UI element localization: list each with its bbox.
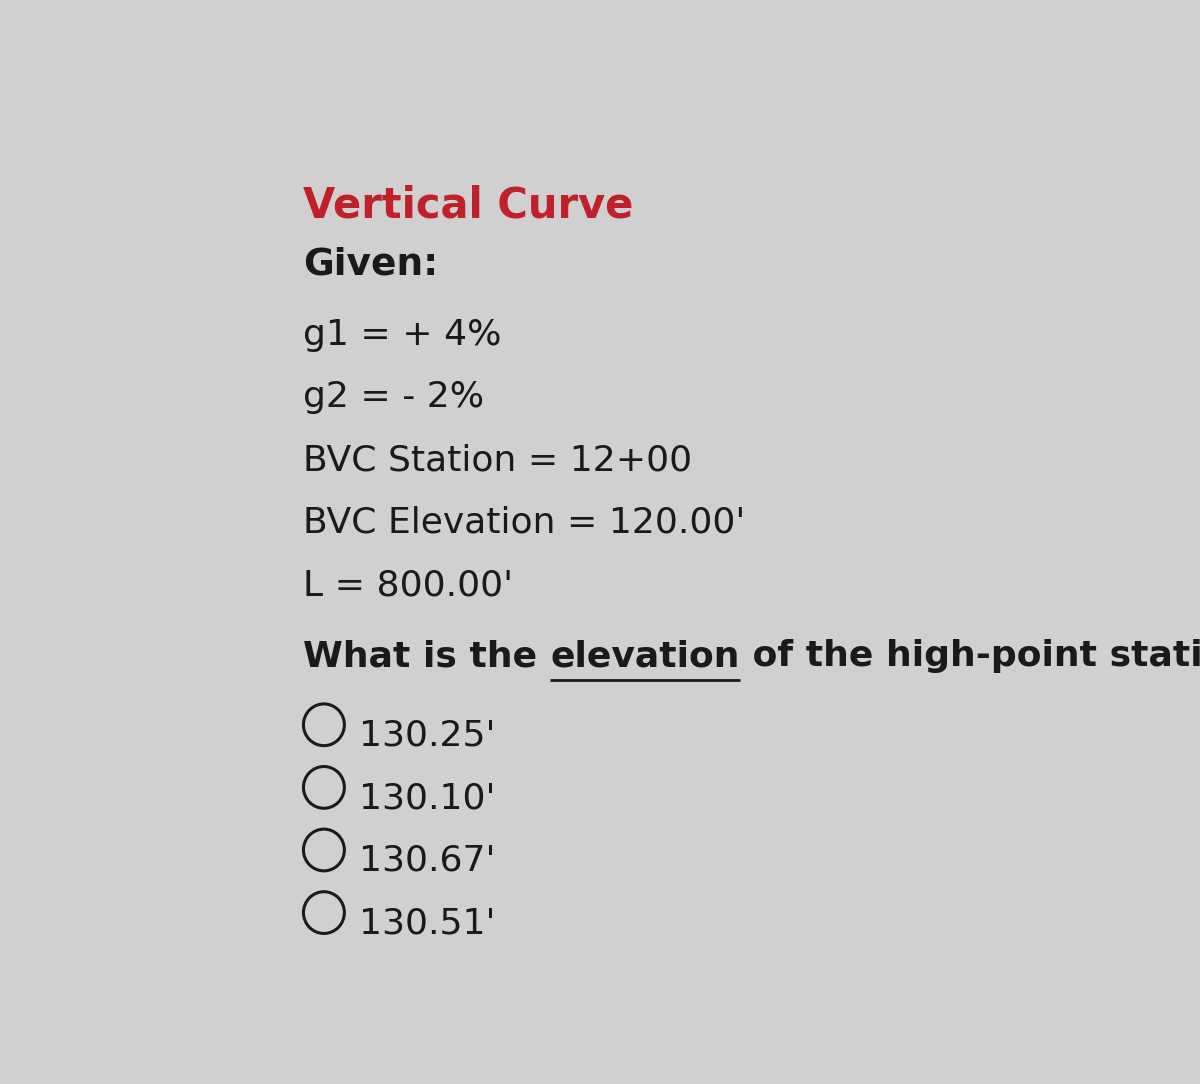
Text: BVC Elevation = 120.00': BVC Elevation = 120.00' [304, 505, 746, 540]
Text: of the high-point station?: of the high-point station? [739, 640, 1200, 673]
Text: What is the: What is the [304, 640, 551, 673]
Text: Given:: Given: [304, 247, 439, 283]
Text: elevation: elevation [551, 640, 739, 673]
Text: g1 = + 4%: g1 = + 4% [304, 318, 502, 352]
Text: Vertical Curve: Vertical Curve [304, 184, 634, 227]
Text: 130.67': 130.67' [359, 843, 496, 878]
Text: 130.10': 130.10' [359, 782, 496, 815]
Text: BVC Station = 12+00: BVC Station = 12+00 [304, 443, 692, 477]
Text: 130.25': 130.25' [359, 719, 496, 752]
Text: 130.51': 130.51' [359, 906, 496, 940]
Text: L = 800.00': L = 800.00' [304, 568, 514, 603]
Text: g2 = - 2%: g2 = - 2% [304, 380, 485, 414]
